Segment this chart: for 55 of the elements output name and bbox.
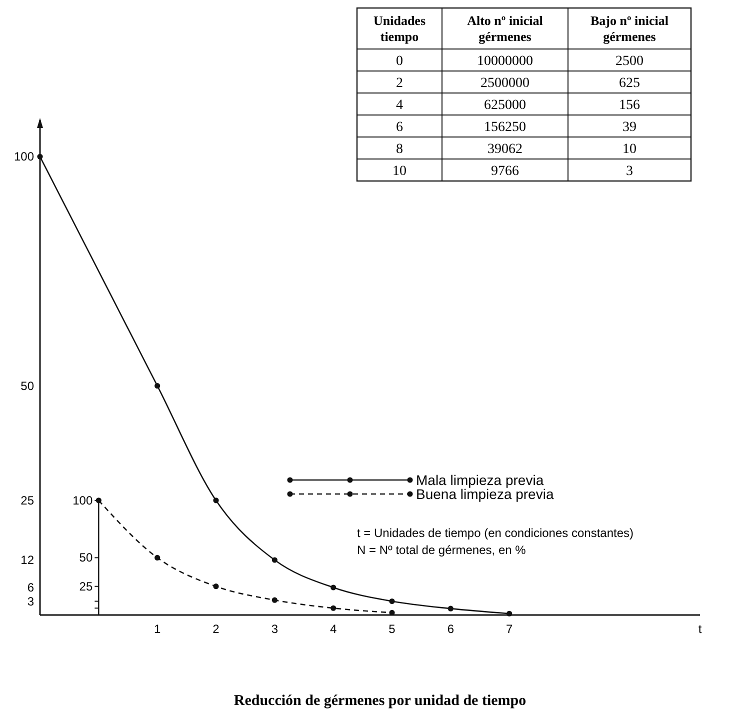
y2-tick-label: 50: [79, 550, 93, 565]
x-tick-label: 2: [212, 622, 220, 636]
point: [272, 597, 278, 603]
y-tick-label: 6: [27, 580, 34, 594]
y2-tick-label: 25: [79, 579, 93, 594]
data-label: 156250: [484, 120, 526, 135]
x-tick-label: Alto nº inicial gérmenes: [467, 13, 544, 44]
x-tick-label: 5: [388, 622, 396, 636]
text: Reducción de gérmenes por unidad de tiempo: [234, 693, 526, 709]
y-tick-label: 6: [396, 120, 403, 135]
y2-tick-label: 100: [72, 493, 93, 508]
x-tick-label: 7: [506, 622, 513, 636]
data-label: 3: [626, 164, 633, 179]
y-axis-title: Unidades tiempo: [373, 13, 426, 44]
point: [389, 598, 395, 604]
y-tick-label: 4: [396, 98, 403, 113]
data-label: 2500: [616, 54, 644, 69]
x-tick-label: 4: [330, 622, 337, 636]
data-label: 39: [622, 120, 636, 135]
annotation: N = Nº total de gérmenes, en %: [357, 543, 526, 557]
point: [154, 554, 160, 561]
x-tick-label: Bajo nº inicial gérmenes: [590, 13, 669, 44]
point: [154, 383, 160, 389]
y-tick-label: 10: [392, 164, 406, 179]
data-label: 9766: [491, 164, 519, 179]
y-tick-label: 2: [396, 76, 403, 91]
y-tick-label: 8: [396, 142, 403, 157]
data-label: 625: [619, 76, 640, 91]
x-tick-label: 1: [154, 622, 161, 636]
y-tick-label: 3: [27, 594, 34, 608]
data-label: 10: [622, 142, 636, 157]
point: [272, 557, 278, 563]
y-tick-label: 12: [20, 553, 34, 567]
data-label: 10000000: [477, 54, 533, 69]
y-tick-label: 50: [20, 378, 34, 393]
point: [448, 606, 454, 612]
x-tick-label: 6: [447, 622, 454, 636]
point: [37, 154, 43, 160]
legend-label: Mala limpieza previa: [416, 472, 544, 488]
data-label: 625000: [484, 98, 526, 113]
point: [213, 498, 219, 504]
data-label: 39062: [488, 142, 522, 157]
y-tick-label: 100: [14, 150, 34, 164]
x-tick-label: 3: [271, 622, 278, 636]
x-axis-title: t: [698, 622, 702, 636]
y-tick-label: 0: [396, 54, 403, 69]
y-tick-label: 25: [20, 493, 34, 508]
data-label: 2500000: [480, 76, 530, 91]
legend-label: Buena limpieza previa: [416, 486, 554, 502]
annotation: t = Unidades de tiempo (en condiciones constantes): [357, 526, 634, 540]
point: [330, 605, 336, 611]
point: [213, 584, 219, 590]
data-label: 156: [619, 98, 640, 113]
point: [330, 584, 336, 590]
point: [506, 610, 512, 616]
